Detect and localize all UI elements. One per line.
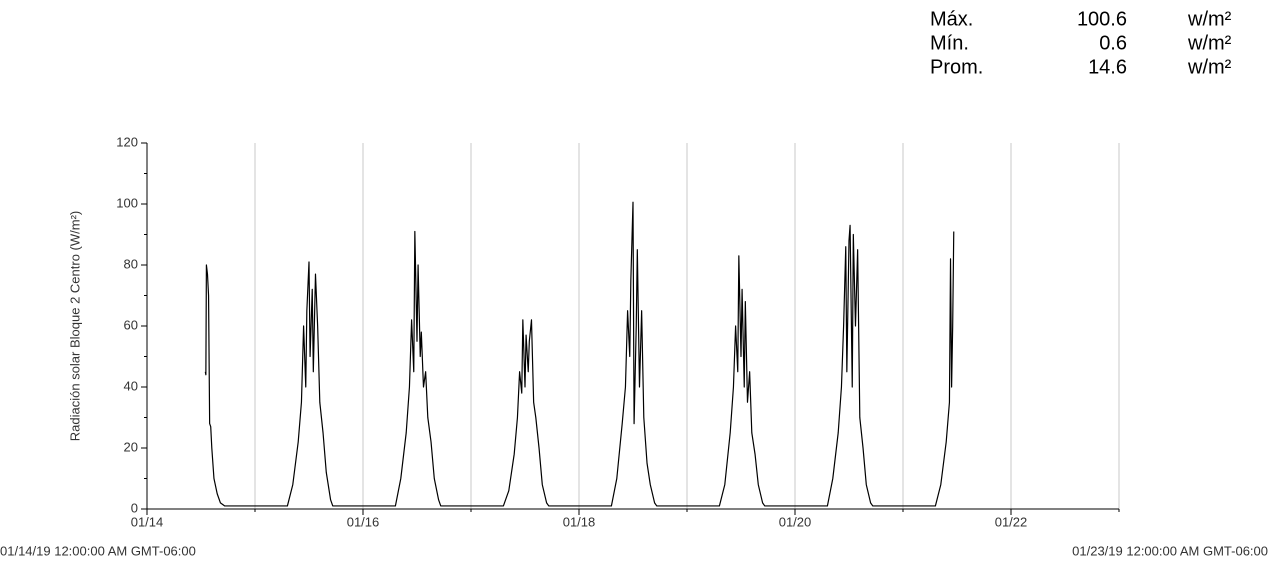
y-tick-label: 60 bbox=[124, 317, 138, 332]
y-tick-label: 0 bbox=[131, 500, 138, 515]
x-tick-label: 01/20 bbox=[779, 514, 812, 529]
x-tick-label: 01/14 bbox=[131, 514, 164, 529]
data-line bbox=[204, 201, 955, 507]
stat-unit: w/m² bbox=[1187, 8, 1232, 30]
y-tick-label: 120 bbox=[116, 134, 138, 149]
y-tick-label: 100 bbox=[116, 195, 138, 210]
end-label: 01/23/19 12:00:00 AM GMT-06:00 bbox=[1072, 543, 1268, 558]
stat-unit: w/m² bbox=[1187, 56, 1232, 78]
stat-label: Mín. bbox=[930, 32, 969, 54]
y-tick-label: 40 bbox=[124, 378, 138, 393]
x-tick-label: 01/18 bbox=[563, 514, 596, 529]
y-axis-label: Radiación solar Bloque 2 Centro (W/m²) bbox=[67, 211, 82, 441]
stat-value: 0.6 bbox=[1099, 32, 1127, 54]
stat-label: Máx. bbox=[930, 8, 973, 30]
stat-value: 14.6 bbox=[1088, 56, 1127, 78]
stat-value: 100.6 bbox=[1077, 8, 1127, 30]
start-label: 01/14/19 12:00:00 AM GMT-06:00 bbox=[0, 543, 196, 558]
stat-unit: w/m² bbox=[1187, 32, 1232, 54]
stat-label: Prom. bbox=[930, 56, 983, 78]
y-tick-label: 80 bbox=[124, 256, 138, 271]
x-tick-label: 01/16 bbox=[347, 514, 380, 529]
x-tick-label: 01/22 bbox=[995, 514, 1028, 529]
y-tick-label: 20 bbox=[124, 439, 138, 454]
